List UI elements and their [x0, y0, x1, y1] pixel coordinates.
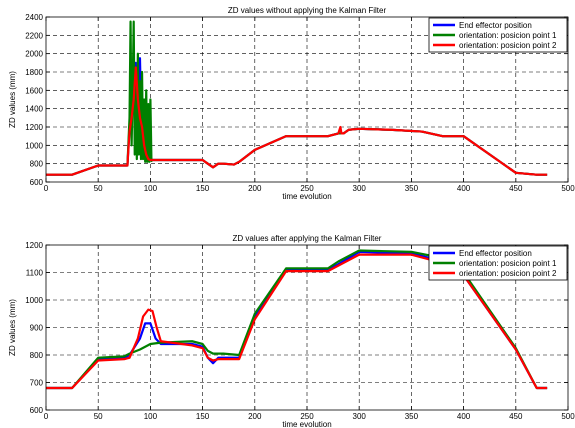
- series-line-3: [46, 66, 548, 176]
- x-tick-label: 200: [248, 184, 262, 193]
- y-tick-label: 800: [30, 160, 44, 169]
- x-tick-label: 150: [196, 184, 210, 193]
- legend-entry-2: orientation: posicion point 1: [459, 259, 557, 268]
- x-tick-label: 200: [248, 412, 262, 421]
- chart-title: ZD values without applying the Kalman Fi…: [228, 6, 387, 15]
- x-tick-label: 0: [44, 184, 49, 193]
- legend-entry-3: orientation: posicion point 2: [459, 41, 557, 50]
- y-tick-label: 1200: [25, 241, 43, 250]
- x-tick-label: 300: [353, 412, 367, 421]
- y-tick-label: 1800: [25, 68, 43, 77]
- x-tick-label: 400: [457, 184, 471, 193]
- y-tick-label: 2000: [25, 50, 43, 59]
- y-tick-label: 800: [30, 351, 44, 360]
- y-tick-label: 600: [30, 406, 44, 415]
- x-axis-label: time evolution: [282, 420, 331, 428]
- y-tick-label: 1000: [25, 296, 43, 305]
- x-tick-label: 100: [144, 412, 158, 421]
- legend-entry-1: End effector position: [459, 249, 532, 258]
- x-axis-label: time evolution: [282, 192, 331, 201]
- y-tick-label: 900: [30, 324, 44, 333]
- legend-entry-1: End effector position: [459, 21, 532, 30]
- x-tick-label: 350: [405, 184, 419, 193]
- x-tick-label: 250: [300, 412, 314, 421]
- y-tick-label: 2400: [25, 13, 43, 22]
- x-tick-label: 0: [44, 412, 49, 421]
- series-line-3: [46, 253, 548, 390]
- chart-title: ZD values after applying the Kalman Filt…: [233, 234, 382, 243]
- y-tick-label: 1100: [26, 269, 44, 278]
- x-tick-label: 100: [144, 184, 158, 193]
- x-tick-label: 500: [561, 184, 575, 193]
- chart-without-kalman: 0 50 100 150 200 250 300 350 400 450 500 600 800 1000…: [8, 6, 575, 201]
- x-tick-label: 400: [457, 412, 471, 421]
- x-tick-label: 450: [509, 412, 523, 421]
- y-tick-label: 1200: [25, 123, 43, 132]
- y-tick-label: 700: [30, 379, 44, 388]
- x-tick-label: 50: [94, 184, 103, 193]
- x-tick-label: 150: [196, 412, 210, 421]
- x-tick-label: 50: [94, 412, 103, 421]
- y-tick-label: 1600: [25, 86, 43, 95]
- y-tick-label: 2200: [25, 31, 43, 40]
- y-tick-label: 1400: [25, 105, 43, 114]
- y-tick-label: 1000: [25, 141, 43, 150]
- x-tick-label: 300: [353, 184, 367, 193]
- x-tick-label: 500: [561, 412, 575, 421]
- legend-entry-3: orientation: posicion point 2: [459, 269, 557, 278]
- chart-after-kalman: 0 50 100 150 200 250 300 350 400 450 500 600 700 800 9…: [8, 234, 575, 428]
- y-axis-label: ZD values (mm): [8, 299, 17, 356]
- y-tick-label: 600: [30, 178, 44, 187]
- legend-entry-2: orientation: posicion point 1: [459, 31, 557, 40]
- x-tick-label: 450: [509, 184, 523, 193]
- y-axis-label: ZD values (mm): [8, 71, 17, 128]
- x-tick-label: 350: [405, 412, 419, 421]
- x-tick-label: 250: [300, 184, 314, 193]
